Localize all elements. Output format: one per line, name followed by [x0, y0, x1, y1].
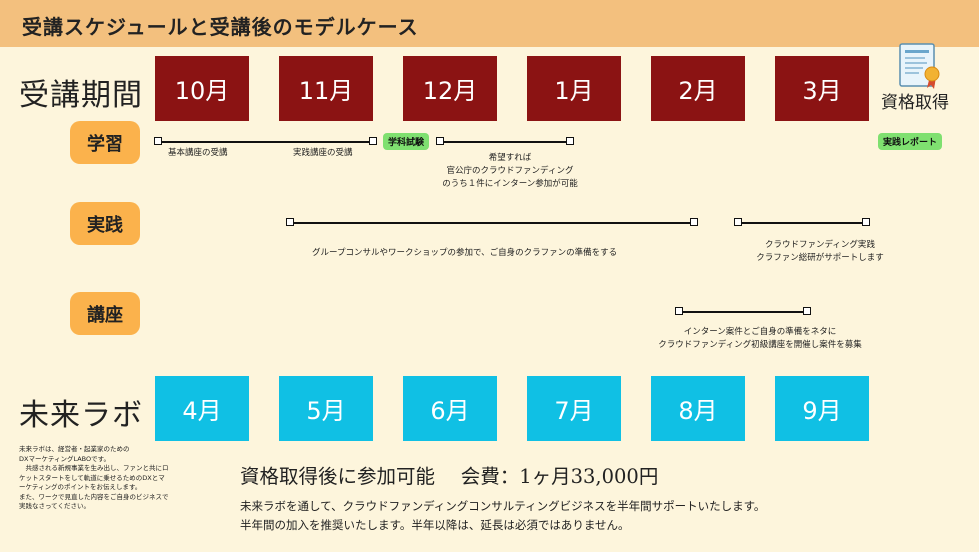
exam-badge: 学科試験	[383, 133, 430, 150]
study-practical-label: 実践講座の受講	[293, 148, 353, 158]
practice-desc: グループコンサルやワークショップの参加で、ご自身のクラファンの準備をする	[312, 248, 618, 258]
internship-note: 希望すれば 官公庁のクラウドファンディング のうち１件にインターン参加が可能	[442, 153, 578, 189]
internship-timeline-line	[441, 141, 571, 143]
month-nov: 11月	[279, 56, 373, 121]
timeline-node	[369, 137, 377, 145]
report-badge: 実践レポート	[878, 133, 943, 150]
row-label-mirai-lab: 未来ラボ	[19, 398, 143, 433]
timeline-node	[436, 137, 444, 145]
timeline-node	[566, 137, 574, 145]
month-dec: 12月	[403, 56, 497, 121]
month-aug: 8月	[651, 376, 745, 441]
month-sep: 9月	[775, 376, 869, 441]
month-oct: 10月	[155, 56, 249, 121]
certification-label: 資格取得	[881, 93, 949, 113]
month-may: 5月	[279, 376, 373, 441]
study-basic-label: 基本講座の受講	[168, 148, 228, 158]
month-apr: 4月	[155, 376, 249, 441]
timeline-node	[675, 307, 683, 315]
timeline-node	[862, 218, 870, 226]
month-feb: 2月	[651, 56, 745, 121]
timeline-node	[154, 137, 162, 145]
page-title: 受講スケジュールと受講後のモデルケース	[22, 15, 419, 39]
practice-support-note: クラウドファンディング実践 クラファン総研がサポートします	[756, 240, 884, 263]
practice-timeline-line	[291, 222, 695, 224]
month-mar: 3月	[775, 56, 869, 121]
row-label-course-period: 受講期間	[19, 78, 143, 113]
timeline-node	[286, 218, 294, 226]
description-line-1: 未来ラボを通して、クラウドファンディングコンサルティングビジネスを半年間サポート…	[240, 499, 766, 513]
month-jan: 1月	[527, 56, 621, 121]
header-bar	[0, 0, 979, 47]
month-jun: 6月	[403, 376, 497, 441]
study-timeline-line	[159, 141, 374, 143]
description-line-2: 半年間の加入を推奨いたします。半年以降は、延長は必須ではありません。	[240, 518, 630, 532]
timeline-node	[690, 218, 698, 226]
category-study: 学習	[70, 121, 140, 164]
month-jul: 7月	[527, 376, 621, 441]
certificate-icon	[896, 42, 946, 92]
category-lecture: 講座	[70, 292, 140, 335]
lecture-timeline-line	[680, 311, 808, 313]
category-practice: 実践	[70, 202, 140, 245]
practice2-timeline-line	[739, 222, 867, 224]
join-headline: 資格取得後に参加可能 会費：1ヶ月33,000円	[240, 465, 659, 488]
timeline-node	[803, 307, 811, 315]
lecture-note: インターン案件とご自身の準備をネタに クラウドファンディング初級講座を開催し案件…	[658, 327, 862, 350]
mirai-lab-note: 未来ラボは、経営者・起業家のための DXマーケティングLABOです。 共感される…	[19, 445, 169, 510]
timeline-node	[734, 218, 742, 226]
